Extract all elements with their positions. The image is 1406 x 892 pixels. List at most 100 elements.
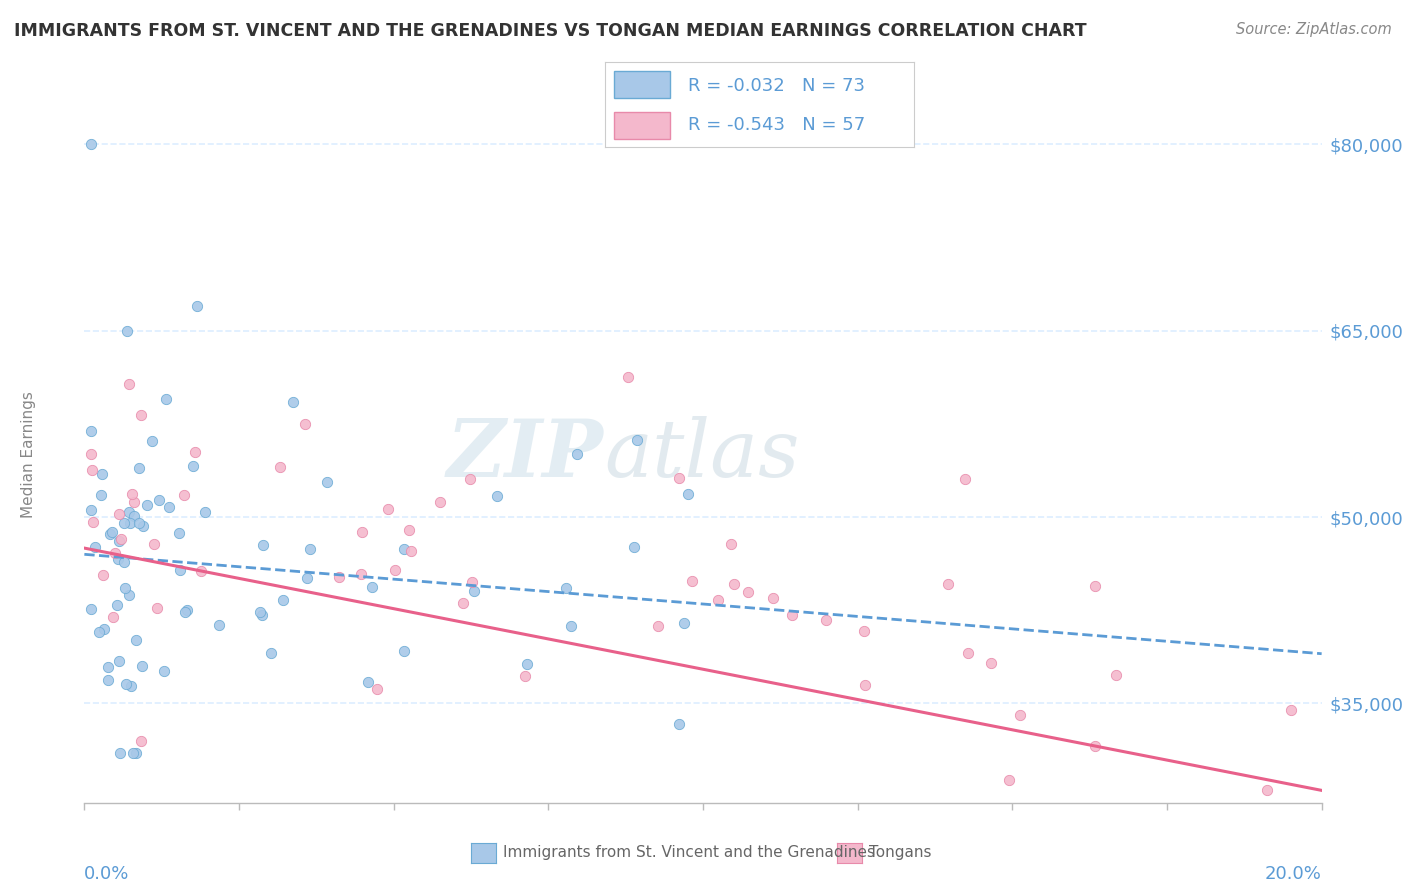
Point	[181, 458, 204, 473]
Point	[108, 654, 131, 668]
Text: 20.0%: 20.0%	[1265, 865, 1322, 883]
Point	[80, 463, 103, 477]
Point	[89, 625, 111, 640]
Point	[461, 575, 484, 590]
Point	[79, 424, 101, 438]
Point	[295, 571, 318, 585]
Point	[190, 564, 212, 578]
Point	[112, 555, 135, 569]
Point	[169, 563, 191, 577]
Point	[398, 524, 420, 538]
Point	[623, 541, 645, 555]
Point	[647, 619, 669, 633]
Text: R = -0.543   N = 57: R = -0.543 N = 57	[688, 116, 865, 134]
Point	[157, 500, 180, 514]
Point	[122, 495, 145, 509]
Point	[565, 447, 588, 461]
Text: R = -0.032   N = 73: R = -0.032 N = 73	[688, 78, 865, 95]
Point	[672, 616, 695, 631]
Point	[101, 610, 124, 624]
Point	[668, 471, 690, 485]
Point	[384, 563, 406, 577]
Point	[79, 602, 101, 616]
FancyBboxPatch shape	[614, 71, 669, 98]
Point	[118, 516, 141, 530]
Text: Immigrants from St. Vincent and the Grenadines: Immigrants from St. Vincent and the Gren…	[503, 846, 876, 860]
Point	[121, 486, 143, 500]
Point	[328, 570, 350, 584]
Point	[114, 581, 136, 595]
Point	[153, 665, 176, 679]
Text: Tongans: Tongans	[869, 846, 931, 860]
Point	[737, 585, 759, 599]
Point	[460, 472, 482, 486]
Point	[1083, 739, 1105, 753]
Point	[360, 581, 382, 595]
Point	[108, 746, 131, 760]
Point	[105, 598, 128, 612]
Point	[136, 498, 159, 512]
Point	[1256, 783, 1278, 797]
Point	[118, 376, 141, 391]
Point	[249, 605, 271, 619]
Point	[114, 676, 136, 690]
Point	[938, 577, 960, 591]
Text: IMMIGRANTS FROM ST. VINCENT AND THE GRENADINES VS TONGAN MEDIAN EARNINGS CORRELA: IMMIGRANTS FROM ST. VINCENT AND THE GREN…	[14, 22, 1087, 40]
Point	[780, 607, 803, 622]
Point	[125, 746, 148, 760]
Point	[616, 370, 638, 384]
Point	[252, 538, 274, 552]
Point	[252, 607, 274, 622]
Point	[91, 467, 114, 481]
Point	[91, 568, 114, 582]
Point	[173, 605, 195, 619]
Point	[1104, 667, 1126, 681]
Point	[392, 644, 415, 658]
Point	[115, 324, 138, 338]
Point	[97, 673, 120, 687]
Point	[294, 417, 316, 431]
Point	[998, 773, 1021, 788]
Point	[176, 603, 198, 617]
Point	[120, 679, 142, 693]
Point	[259, 646, 281, 660]
Point	[953, 472, 976, 486]
Point	[110, 532, 132, 546]
Point	[129, 408, 152, 422]
Point	[356, 674, 378, 689]
Point	[118, 588, 141, 602]
Point	[124, 508, 146, 523]
Point	[131, 658, 153, 673]
Point	[515, 669, 537, 683]
Point	[82, 516, 104, 530]
Point	[107, 552, 129, 566]
Point	[142, 537, 165, 551]
Point	[93, 622, 115, 636]
Point	[108, 507, 131, 521]
Point	[626, 434, 648, 448]
Point	[194, 505, 217, 519]
Point	[141, 434, 163, 448]
Point	[668, 717, 690, 731]
Point	[560, 618, 582, 632]
Point	[815, 614, 838, 628]
Point	[366, 682, 388, 697]
Point	[145, 601, 167, 615]
Point	[707, 593, 730, 607]
Point	[208, 617, 231, 632]
Point	[281, 394, 304, 409]
Text: Median Earnings: Median Earnings	[21, 392, 37, 518]
Point	[121, 746, 143, 760]
Point	[1084, 579, 1107, 593]
Point	[315, 475, 337, 489]
Point	[125, 632, 148, 647]
Point	[104, 546, 127, 560]
Point	[129, 733, 152, 747]
Point	[148, 492, 170, 507]
Point	[173, 488, 195, 502]
Point	[84, 540, 107, 554]
Point	[429, 495, 451, 509]
Point	[720, 537, 742, 551]
Point	[723, 577, 745, 591]
Point	[554, 581, 576, 595]
